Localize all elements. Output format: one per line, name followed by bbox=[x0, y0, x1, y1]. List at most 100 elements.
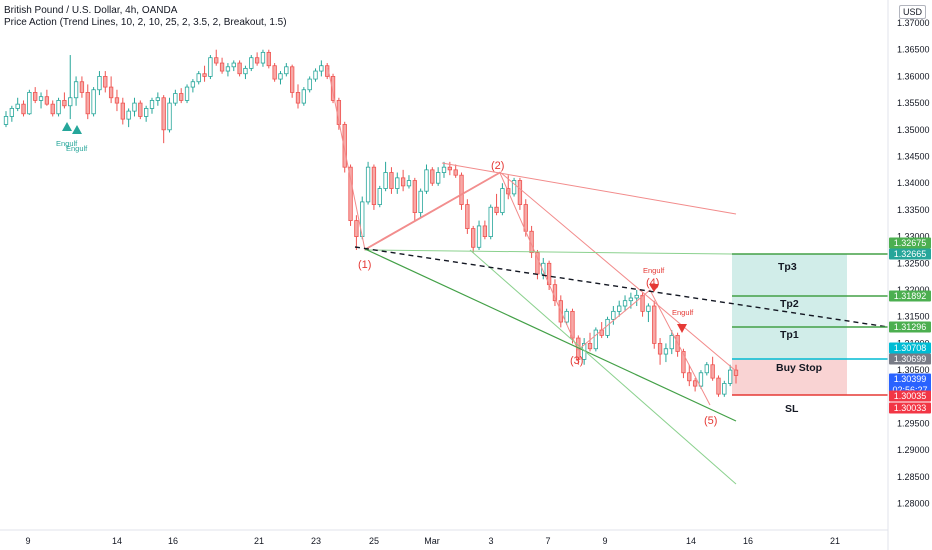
indicator-title: Price Action (Trend Lines, 10, 2, 10, 25… bbox=[4, 17, 287, 28]
candle-body bbox=[611, 310, 616, 320]
red-channel-1 bbox=[364, 171, 501, 250]
candle-body bbox=[56, 100, 61, 115]
price-level-badge bbox=[889, 402, 931, 414]
candle-body bbox=[126, 110, 131, 120]
y-tick-label: 1.33500 bbox=[897, 205, 930, 215]
candle-body bbox=[237, 62, 242, 75]
candle-body bbox=[587, 342, 593, 350]
green-horizontal bbox=[364, 249, 733, 255]
candle-body bbox=[50, 103, 55, 115]
engulf-label: Engulf bbox=[672, 308, 694, 317]
candle-body bbox=[266, 51, 271, 67]
y-tick-label: 1.35500 bbox=[897, 98, 930, 108]
sl-label: SL bbox=[785, 403, 799, 415]
candle-body bbox=[21, 103, 26, 115]
candle-body bbox=[9, 108, 14, 117]
price-level-label: 1.30399 bbox=[894, 374, 927, 384]
candle-body bbox=[657, 342, 663, 355]
candle-body bbox=[3, 116, 9, 125]
x-tick-label: 16 bbox=[743, 536, 753, 546]
price-level-label: 1.31296 bbox=[894, 322, 927, 332]
candle-body bbox=[173, 93, 178, 104]
candle-body bbox=[73, 81, 79, 99]
candle-body bbox=[225, 66, 231, 72]
candle-body bbox=[617, 305, 622, 312]
candle-body bbox=[114, 97, 120, 104]
candle-body bbox=[27, 92, 32, 115]
bull-triangle-icon bbox=[62, 122, 72, 131]
wave-label-2: (2) bbox=[491, 160, 504, 172]
candle-body bbox=[208, 57, 213, 77]
candle-body bbox=[663, 348, 669, 355]
red-channel-2 bbox=[499, 171, 737, 372]
symbol-title: British Pound / U.S. Dollar, 4h, OANDA bbox=[4, 5, 178, 16]
x-tick-label: 9 bbox=[25, 536, 30, 546]
y-tick-label: 1.37000 bbox=[897, 18, 930, 28]
candle-body bbox=[307, 78, 312, 91]
candle-body bbox=[254, 57, 260, 64]
candle-body bbox=[108, 86, 114, 99]
candle-body bbox=[523, 204, 528, 232]
bull-triangle-icon bbox=[72, 125, 82, 134]
price-level-badge bbox=[889, 390, 931, 402]
candle-body bbox=[243, 67, 248, 75]
candle-body bbox=[278, 73, 283, 80]
y-tick-label: 1.35000 bbox=[897, 125, 930, 135]
candle-body bbox=[313, 70, 318, 80]
candle-body bbox=[476, 225, 482, 248]
candle-body bbox=[371, 166, 377, 205]
candle-body bbox=[482, 225, 488, 237]
candle-body bbox=[465, 204, 470, 229]
candle-body bbox=[284, 66, 289, 75]
wave-zigzag bbox=[327, 67, 711, 406]
candle-body bbox=[471, 228, 476, 248]
currency-button[interactable]: USD bbox=[898, 5, 926, 19]
candle-body bbox=[500, 188, 505, 213]
price-level-label: 1.32665 bbox=[894, 249, 927, 259]
candle-body bbox=[342, 124, 347, 168]
candle-body bbox=[453, 169, 458, 176]
candle-body bbox=[272, 65, 277, 80]
price-axis[interactable]: 1.37000 1.36500 1.36000 1.35500 1.35000 1.345… bbox=[897, 18, 930, 509]
candle-body bbox=[330, 76, 336, 101]
candle-body bbox=[710, 364, 715, 379]
time-axis[interactable]: 9 14 16 21 23 25 Mar 3 7 9 14 16 21 bbox=[25, 536, 840, 546]
candle-body bbox=[15, 103, 20, 109]
green-trend-line bbox=[364, 248, 737, 422]
price-level-badge bbox=[889, 373, 931, 396]
y-tick-label: 1.29500 bbox=[897, 419, 930, 429]
tp1-label: Tp1 bbox=[780, 329, 799, 341]
candle-body bbox=[400, 177, 406, 187]
x-tick-label: 14 bbox=[112, 536, 122, 546]
candle-body bbox=[120, 102, 125, 120]
price-level-label: 1.30708 bbox=[894, 343, 927, 353]
x-tick-label: 23 bbox=[311, 536, 321, 546]
bear-triangle-icon bbox=[677, 324, 687, 333]
price-level-badge bbox=[889, 342, 931, 354]
candle-body bbox=[214, 57, 219, 64]
trend-lines bbox=[327, 67, 889, 485]
x-tick-label: 3 bbox=[488, 536, 493, 546]
wave-label-1: (1) bbox=[358, 259, 371, 271]
candle-body bbox=[190, 81, 196, 88]
y-tick-label: 1.34500 bbox=[897, 152, 930, 162]
candle-body bbox=[687, 372, 692, 382]
x-tick-label: 14 bbox=[686, 536, 696, 546]
candle-body bbox=[97, 76, 102, 91]
candle-body bbox=[79, 81, 85, 93]
candle-body bbox=[669, 334, 674, 350]
candle-body bbox=[692, 380, 698, 387]
candle-body bbox=[564, 310, 569, 323]
candle-body bbox=[488, 206, 493, 237]
candle-body bbox=[459, 174, 464, 205]
x-tick-label: 21 bbox=[254, 536, 264, 546]
upper-red-line bbox=[441, 162, 737, 215]
candle-body bbox=[395, 177, 400, 189]
y-tick-label: 1.36000 bbox=[897, 71, 930, 81]
candle-body bbox=[652, 305, 657, 344]
price-level-label: 1.31892 bbox=[894, 291, 927, 301]
candle-body bbox=[138, 102, 143, 117]
candle-body bbox=[155, 97, 160, 101]
